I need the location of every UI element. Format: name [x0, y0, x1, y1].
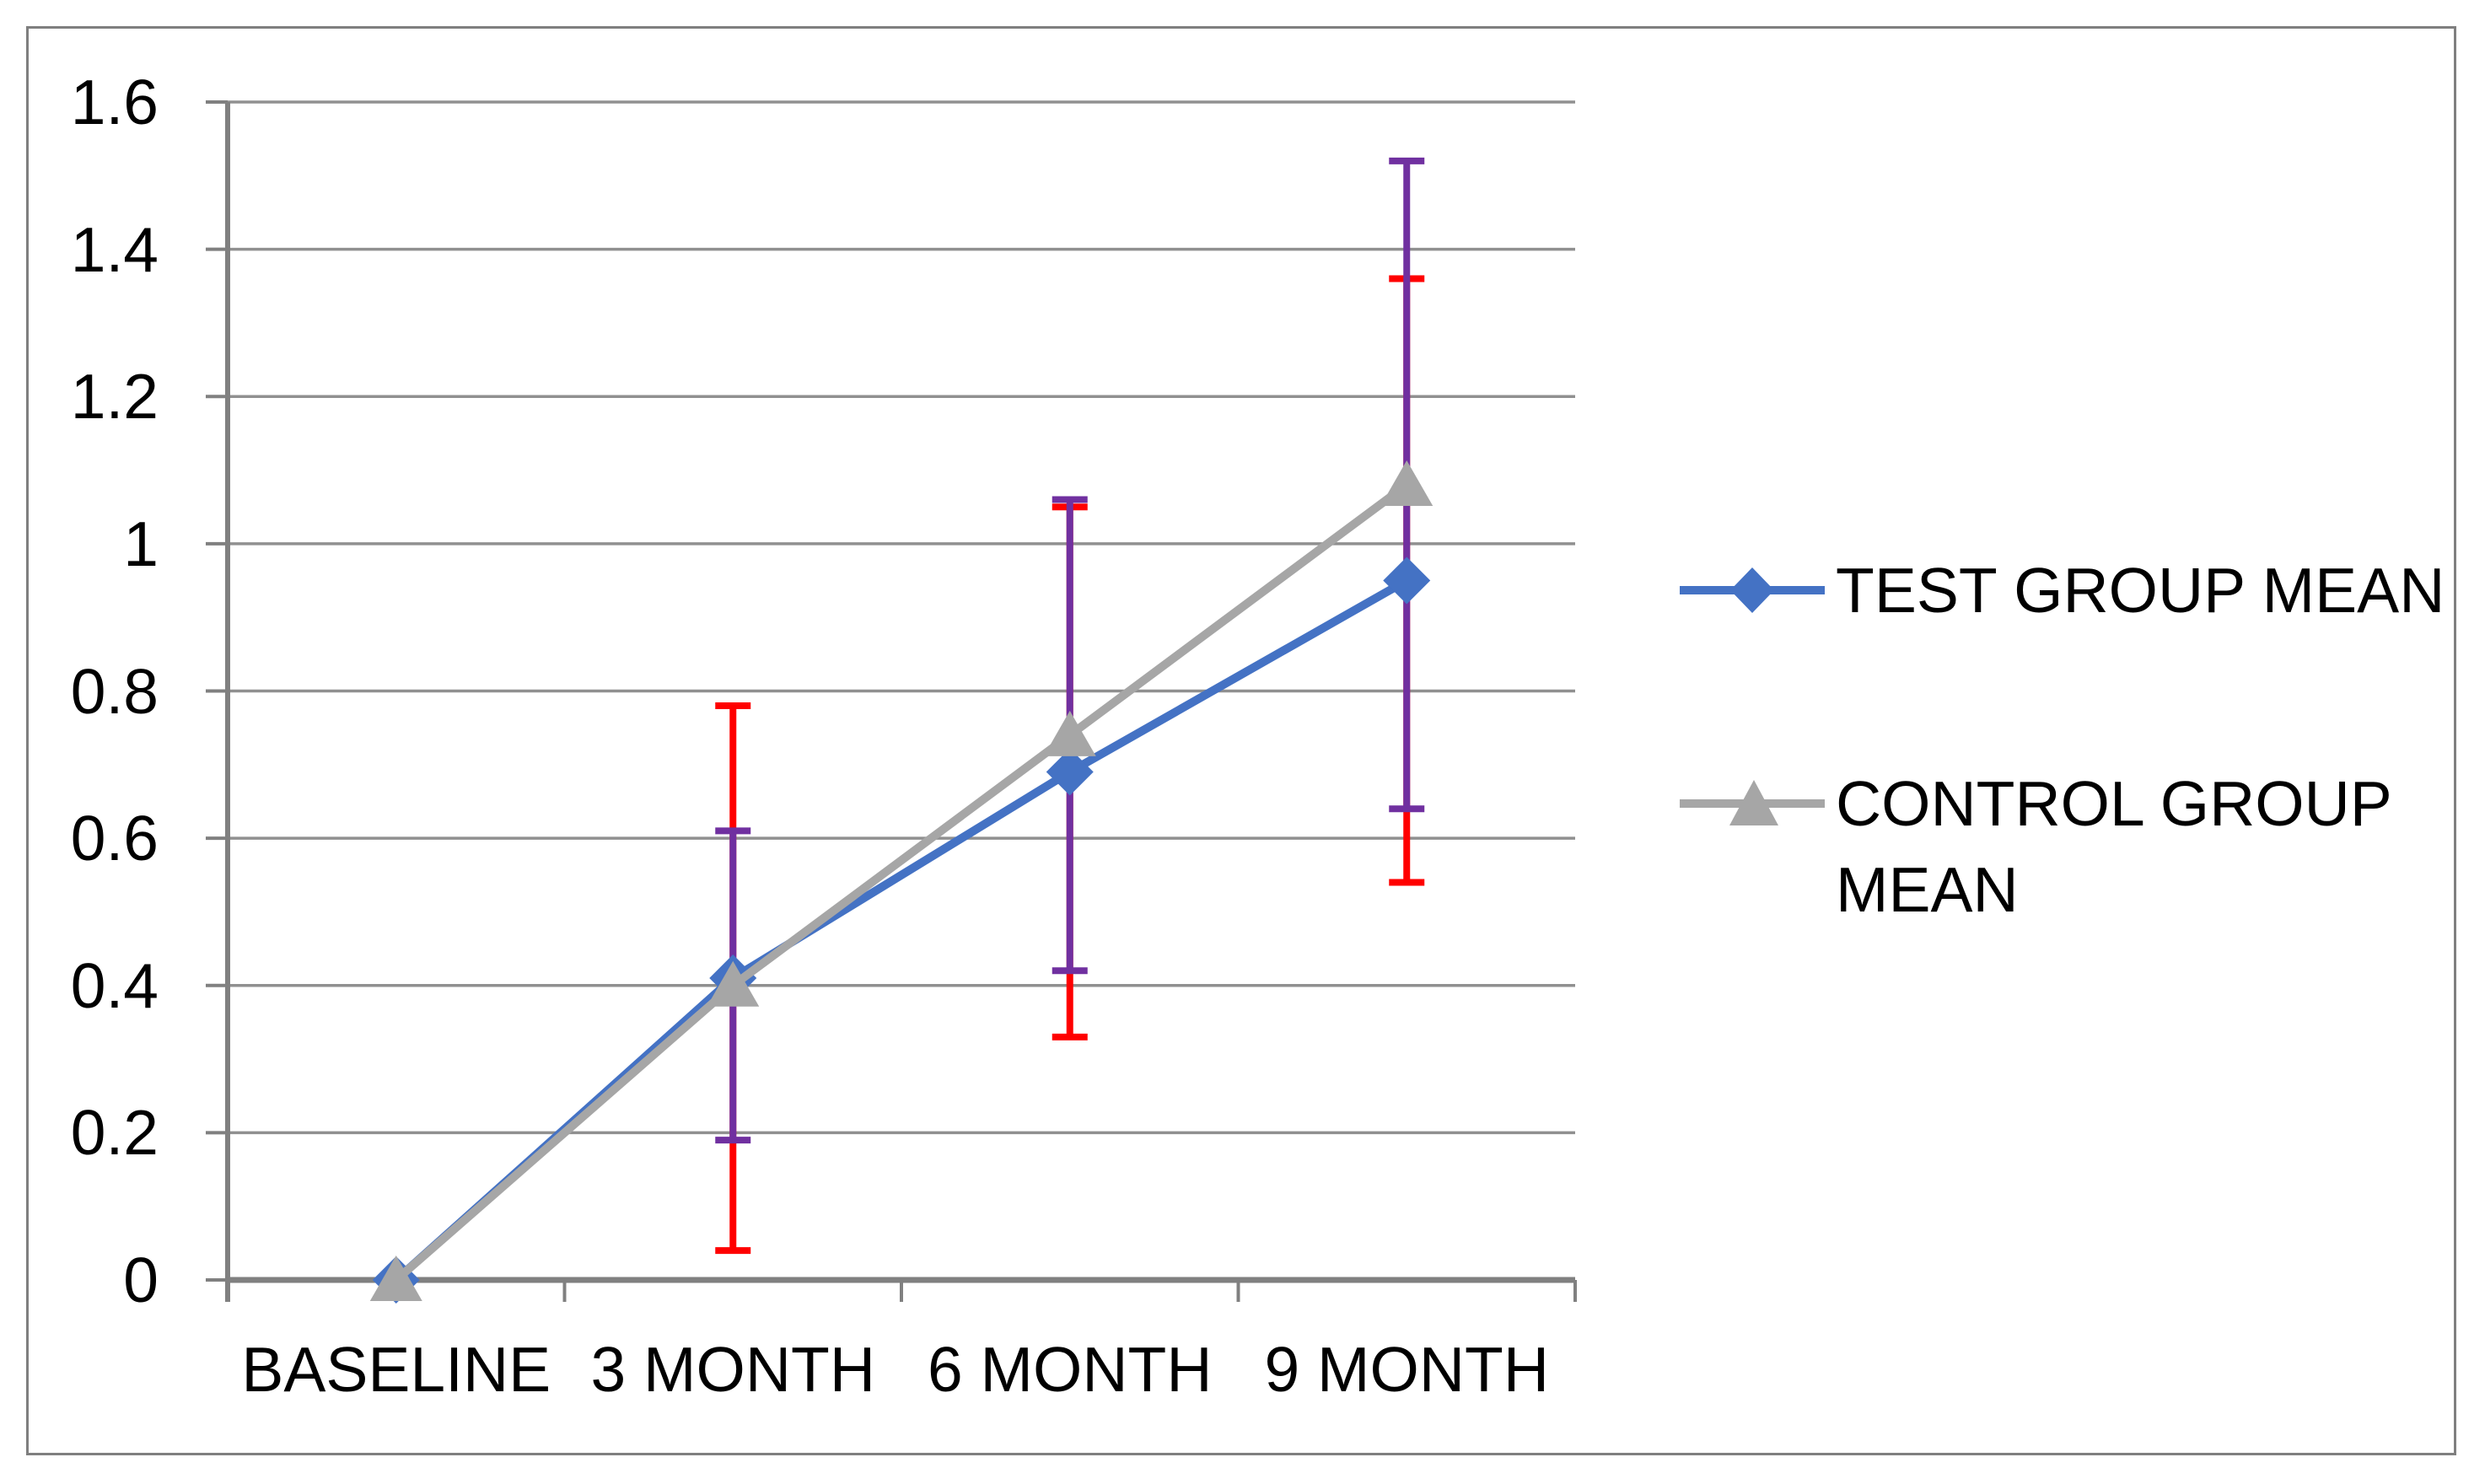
- series-line-test-group: [391, 576, 1412, 1284]
- y-tick-label: 0: [123, 1245, 159, 1315]
- legend-label-control-group: CONTROL GROUP MEAN: [1836, 768, 2391, 925]
- triangle-marker-icon: [707, 960, 760, 1007]
- triangle-marker-icon: [369, 1255, 422, 1301]
- chart-border: [26, 26, 2456, 1455]
- y-tick-label: 1: [123, 508, 159, 579]
- x-category-label: 9 MONTH: [1264, 1334, 1550, 1405]
- diamond-marker-icon: [1046, 748, 1094, 796]
- y-tick-label: 1.4: [70, 213, 159, 285]
- y-tick-label: 0.2: [70, 1097, 159, 1169]
- legend-item-test-group: TEST GROUP MEAN: [1680, 547, 2477, 633]
- y-tick-label: 0.8: [70, 655, 159, 727]
- legend-marker-test-group: [1680, 567, 1825, 613]
- y-tick-label: 1.6: [70, 67, 159, 137]
- triangle-marker-icon: [1380, 460, 1433, 507]
- x-category-label: BASELINE: [241, 1334, 551, 1405]
- legend-marker-control-group: [1680, 780, 1825, 825]
- legend-item-control-group: CONTROL GROUP MEAN: [1680, 761, 2477, 933]
- y-tick-label: 1.2: [70, 361, 159, 433]
- x-category-label: 6 MONTH: [928, 1334, 1213, 1405]
- diamond-marker-icon: [1383, 556, 1431, 605]
- y-tick-label: 0.4: [70, 949, 159, 1021]
- legend-label-test-group: TEST GROUP MEAN: [1836, 555, 2445, 626]
- diamond-marker-icon: [1730, 567, 1774, 613]
- triangle-marker-icon: [1043, 710, 1096, 756]
- y-tick-label: 0.6: [70, 803, 159, 874]
- x-category-label: 3 MONTH: [590, 1334, 876, 1405]
- triangle-marker-icon: [1729, 780, 1778, 825]
- series-line-control-group: [391, 481, 1412, 1284]
